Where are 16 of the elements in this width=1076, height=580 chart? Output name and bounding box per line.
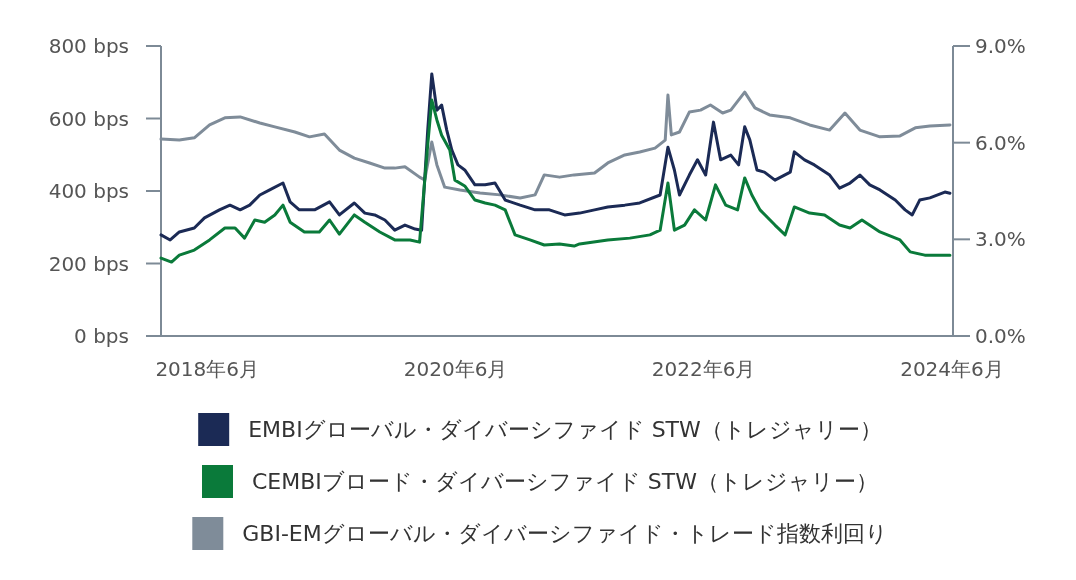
legend-label: CEMBIブロード・ダイバーシファイド STW（トレジャリー） (252, 469, 878, 494)
x-tick-label: 2024年6月 (900, 357, 1004, 381)
y2-tick-label: 6.0% (975, 130, 1026, 155)
legend-label: GBI-EMグローバル・ダイバーシファイド・トレード指数利回り (242, 521, 888, 546)
x-tick-label: 2020年6月 (403, 357, 508, 381)
y-tick-label: 0 bps (74, 324, 129, 348)
legend-label: EMBIグローバル・ダイバーシファイド STW（トレジャリー） (248, 417, 882, 442)
y-tick-label: 800 bps (48, 34, 129, 58)
x-tick-label: 2018年6月 (155, 357, 260, 381)
y-tick-label: 400 bps (48, 179, 129, 203)
y-tick-label: 600 bps (48, 106, 129, 131)
y2-tick-label: 9.0% (975, 34, 1026, 58)
y2-tick-label: 0.0% (975, 324, 1026, 348)
x-tick-label: 2022年6月 (651, 357, 756, 381)
y2-tick-label: 3.0% (975, 227, 1026, 252)
y-tick-label: 200 bps (48, 251, 129, 276)
